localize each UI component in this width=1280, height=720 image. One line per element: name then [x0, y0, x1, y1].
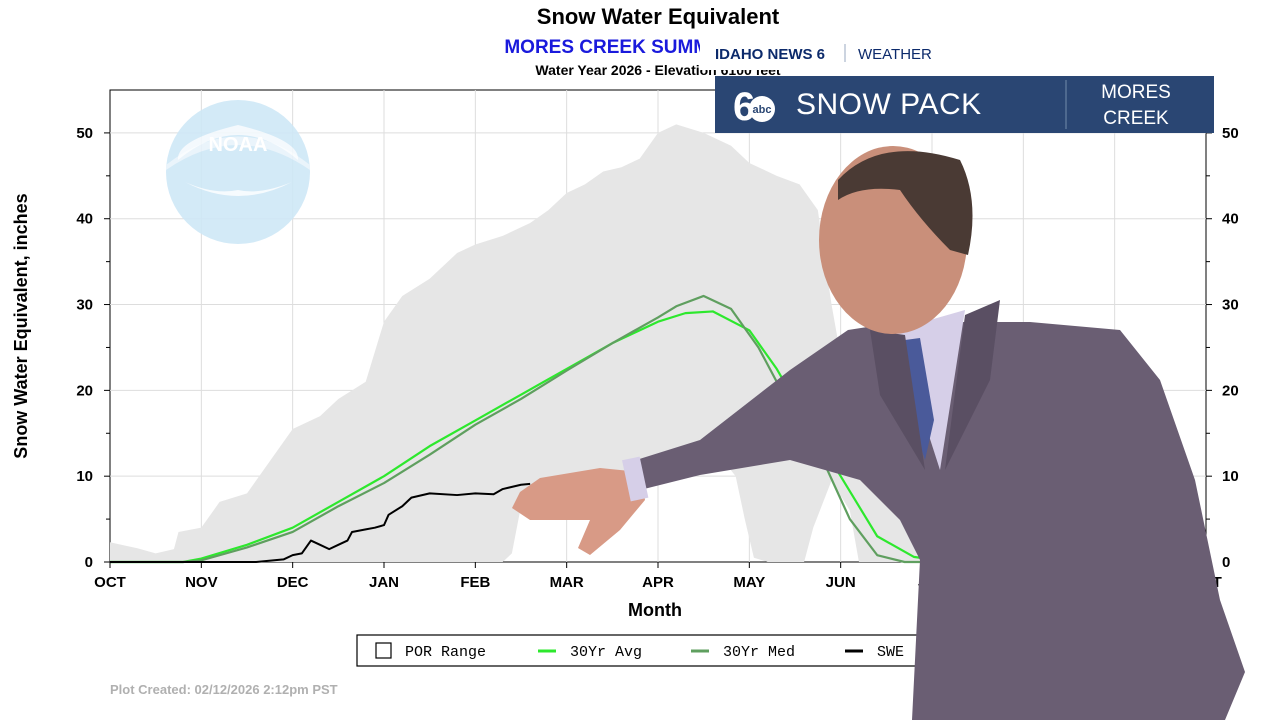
y-axis-left: 0 10 20 30 40 50 — [76, 125, 110, 571]
y-tick-label: 40 — [76, 211, 93, 228]
y-tick-label-right: 40 — [1222, 211, 1239, 228]
news-header: IDAHO NEWS 6 WEATHER — [700, 38, 950, 70]
network-name: IDAHO NEWS 6 — [715, 46, 825, 63]
presenter-tie — [905, 338, 934, 460]
legend-label-por: POR Range — [405, 644, 486, 661]
y-tick-label-right: 20 — [1222, 382, 1239, 399]
presenter-cuff — [622, 456, 649, 502]
svg-text:NOAA: NOAA — [209, 134, 268, 156]
y-tick-label: 10 — [76, 468, 93, 485]
y-tick-label-right: 0 — [1222, 554, 1230, 571]
y-tick-label-right: 30 — [1222, 297, 1239, 314]
x-tick-label: DEC — [277, 574, 309, 591]
location-line-2: CREEK — [1103, 108, 1169, 129]
y-tick-label: 0 — [85, 554, 93, 571]
section-label: WEATHER — [858, 46, 932, 63]
chart-title: Snow Water Equivalent — [537, 4, 780, 29]
x-axis-title: Month — [628, 600, 682, 620]
legend-label-med: 30Yr Med — [723, 644, 795, 661]
svg-text:6: 6 — [733, 85, 755, 129]
noaa-logo-watermark: NOAA — [166, 100, 310, 244]
y-tick-label: 30 — [76, 297, 93, 314]
y-tick-label-right: 50 — [1222, 125, 1239, 142]
banner-background — [715, 76, 1214, 133]
series-swe-line — [110, 482, 531, 563]
series-por-range-band — [110, 124, 1206, 562]
snow-pack-banner: 6 abc SNOW PACK MORES CREEK — [715, 76, 1214, 133]
x-tick-label: APR — [642, 574, 674, 591]
presenter-hand — [512, 468, 645, 555]
presenter-hair — [838, 151, 973, 255]
abc6-logo-icon: 6 abc — [733, 85, 775, 129]
x-tick-label: JUN — [826, 574, 856, 591]
x-tick-label: JAN — [369, 574, 399, 591]
presenter-figure — [512, 146, 1245, 720]
y-axis-title: Snow Water Equivalent, inches — [11, 193, 31, 458]
legend-swatch-por — [375, 642, 392, 659]
y-tick-label: 50 — [76, 125, 93, 142]
presenter-suit — [630, 322, 1245, 720]
y-axis-right: 0 10 20 30 40 50 — [1206, 125, 1239, 571]
chart-legend: POR Range 30Yr Avg 30Yr Med SWE — [356, 634, 1008, 667]
banner-title: SNOW PACK — [796, 88, 982, 121]
y-tick-label-right: 10 — [1222, 468, 1239, 485]
legend-label-avg: 30Yr Avg — [570, 644, 642, 661]
x-tick-label: OCT — [94, 574, 126, 591]
series-30yr-med-line — [110, 294, 1206, 564]
location-line-1: MORES — [1101, 82, 1171, 103]
x-tick-label: MAR — [550, 574, 584, 591]
series-layer — [110, 124, 1206, 564]
y-tick-label: 20 — [76, 382, 93, 399]
x-tick-label: FEB — [460, 574, 490, 591]
svg-text:abc: abc — [753, 104, 772, 116]
x-tick-label: MAY — [733, 574, 765, 591]
legend-label-swe: SWE — [877, 644, 904, 661]
plot-created-footer: Plot Created: 02/12/2026 2:12pm PST — [110, 682, 338, 697]
x-tick-label: NOV — [185, 574, 218, 591]
